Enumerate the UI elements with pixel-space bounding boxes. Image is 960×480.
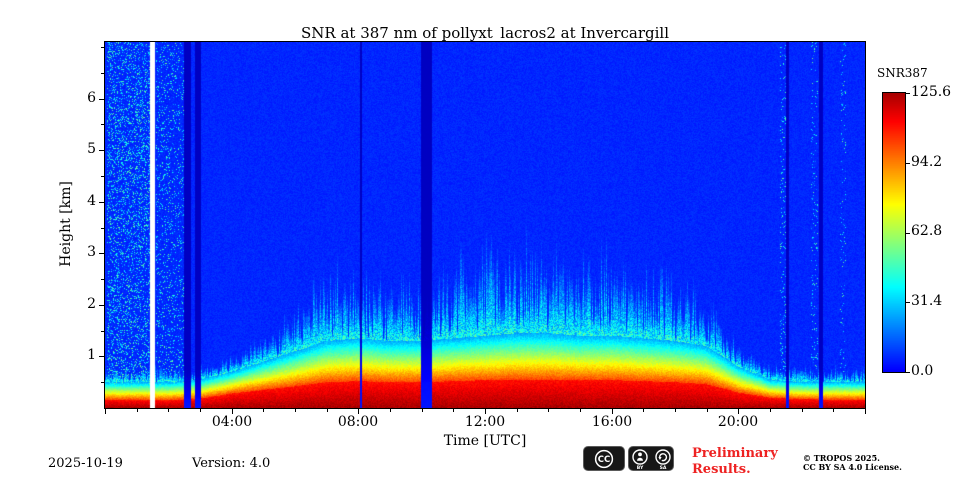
axis-tick [101,279,104,280]
axis-tick [101,124,104,125]
axis-tick [99,99,104,100]
axis-tick [833,409,834,412]
y-tick-label: 2 [87,296,96,312]
axis-tick [327,409,328,412]
axis-tick [99,150,104,151]
x-axis-title: Time [UTC] [443,433,527,449]
axis-tick [485,409,486,414]
colorbar-tick-label: 62.8 [911,223,943,239]
colorbar-tick-label: 0.0 [911,363,934,379]
chart-title: SNR at 387 nm of pollyxt_lacros2 at Inve… [301,24,669,42]
axis-tick [580,409,581,412]
axis-tick [643,409,644,412]
axis-tick [101,331,104,332]
cc-icon: CC [594,449,614,468]
axis-tick [906,372,910,373]
y-tick-label: 6 [87,90,96,106]
x-tick-label: 12:00 [464,414,506,430]
axis-tick [612,409,613,414]
axis-tick [906,302,910,303]
x-tick-label: 04:00 [211,414,253,430]
date-label: 2025-10-19 [48,456,123,471]
axis-tick [101,73,104,74]
axis-tick [517,409,518,412]
axis-tick [358,409,359,414]
axis-tick [99,356,104,357]
axis-tick [137,409,138,412]
version-label: Version: 4.0 [192,456,271,471]
preliminary-line2: Results. [692,462,751,477]
axis-tick [232,409,233,414]
axis-tick [675,409,676,412]
copyright-line2: CC BY SA 4.0 License. [803,462,902,472]
axis-tick [770,409,771,412]
axis-tick [548,409,549,412]
axis-tick [99,305,104,306]
axis-tick [105,409,106,414]
colorbar-tick-label: 94.2 [911,154,943,170]
heatmap-canvas [105,42,865,408]
colorbar-tick-label: 31.4 [911,293,943,309]
axis-tick [101,382,104,383]
by-sa-badge: BY SA [628,446,674,471]
axis-tick [168,409,169,412]
colorbar-title: SNR387 [877,66,928,80]
y-tick-label: 5 [87,141,96,157]
axis-tick [707,409,708,412]
x-tick-label: 16:00 [591,414,633,430]
axis-tick [422,409,423,412]
axis-tick [453,409,454,412]
y-tick-label: 4 [87,193,96,209]
preliminary-note: Preliminary Results. [692,446,778,478]
axis-tick [101,176,104,177]
y-tick-label: 1 [87,347,96,363]
colorbar-tick-label: 125.6 [911,84,952,100]
svg-text:CC: CC [598,455,610,465]
axis-tick [906,233,910,234]
axis-tick [99,253,104,254]
svg-text:BY: BY [636,465,643,470]
axis-tick [906,93,910,94]
cc-badge: CC [583,446,625,471]
x-tick-label: 20:00 [717,414,759,430]
preliminary-line1: Preliminary [692,446,778,461]
axis-tick [390,409,391,412]
axis-tick [295,409,296,412]
axis-tick [101,47,104,48]
sa-icon: SA [654,449,671,470]
axis-tick [802,409,803,412]
copyright-line1: © TROPOS 2025. [803,453,880,463]
axis-tick [906,163,910,164]
x-tick-label: 08:00 [337,414,379,430]
colorbar-canvas [883,93,905,372]
axis-tick [263,409,264,412]
axis-tick [865,409,866,414]
svg-text:SA: SA [659,465,666,470]
y-tick-label: 3 [87,244,96,260]
license-badges: CC BY SA [583,446,674,471]
axis-tick [200,409,201,412]
copyright-note: © TROPOS 2025. CC BY SA 4.0 License. [803,454,902,472]
axis-tick [99,202,104,203]
axis-tick [101,228,104,229]
axis-tick [738,409,739,414]
by-icon: BY [631,449,648,470]
